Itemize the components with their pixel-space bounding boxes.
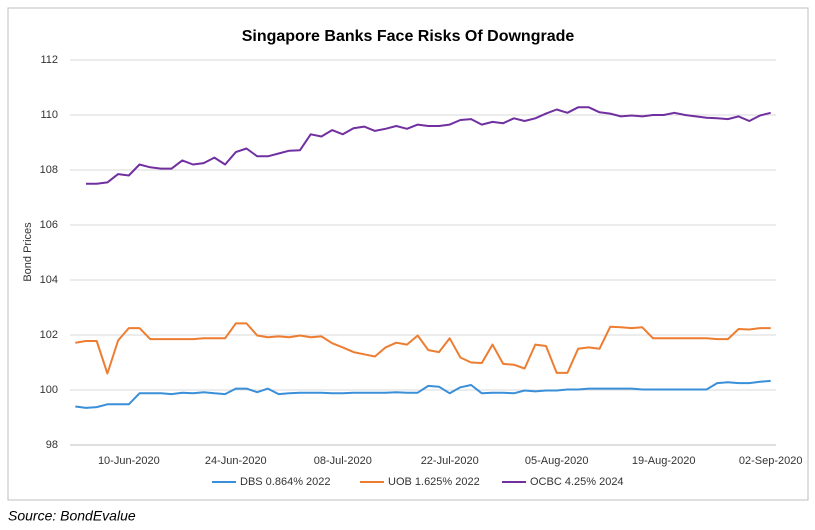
y-tick-label: 112 <box>40 54 58 66</box>
legend-label: UOB 1.625% 2022 <box>388 476 480 488</box>
x-tick-label: 02-Sep-2020 <box>739 455 803 467</box>
chart-title: Singapore Banks Face Risks Of Downgrade <box>242 28 575 45</box>
y-axis-label: Bond Prices <box>22 222 34 282</box>
y-tick-label: 98 <box>46 439 58 451</box>
series-line <box>75 322 771 375</box>
y-tick-label: 106 <box>40 219 58 231</box>
x-tick-label: 08-Jul-2020 <box>314 455 372 467</box>
y-tick-label: 110 <box>40 109 58 121</box>
legend-label: DBS 0.864% 2022 <box>240 476 331 488</box>
legend-label: OCBC 4.25% 2024 <box>530 476 624 488</box>
y-tick-label: 104 <box>40 274 58 286</box>
chart-frame <box>7 7 809 501</box>
source-note: Source: BondEvalue <box>8 508 136 524</box>
x-tick-label: 19-Aug-2020 <box>632 455 696 467</box>
y-tick-label: 102 <box>40 329 58 341</box>
y-tick-label: 108 <box>40 164 58 176</box>
x-tick-label: 22-Jul-2020 <box>421 455 479 467</box>
y-tick-label: 100 <box>40 384 58 396</box>
x-tick-label: 24-Jun-2020 <box>205 455 267 467</box>
x-tick-label: 05-Aug-2020 <box>525 455 589 467</box>
series-line <box>75 379 771 409</box>
x-tick-label: 10-Jun-2020 <box>98 455 160 467</box>
series-line <box>86 106 771 185</box>
